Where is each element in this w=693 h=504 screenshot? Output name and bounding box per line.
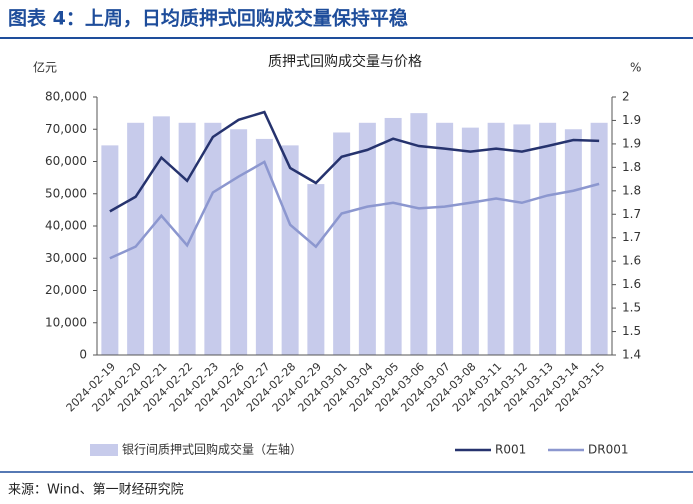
y-tick-label: 10,000 — [45, 315, 87, 329]
header-title: 图表 4：上周，日均质押式回购成交量保持平稳 — [8, 7, 408, 30]
y2-tick-label: 1.7 — [622, 207, 641, 221]
bar — [333, 132, 351, 355]
bar — [539, 122, 557, 355]
legend-label: DR001 — [588, 443, 628, 457]
y2-tick-label: 1.8 — [622, 183, 641, 197]
bar — [230, 129, 248, 355]
y-tick-label: 80,000 — [45, 90, 87, 104]
line — [109, 110, 600, 213]
legend-swatch — [90, 444, 118, 456]
chart-title: 质押式回购成交量与价格 — [268, 53, 422, 70]
y2-tick-label: 1.5 — [622, 324, 641, 338]
y2-tick-label: 1.6 — [622, 277, 641, 291]
bar — [487, 122, 505, 355]
bar — [204, 122, 222, 355]
y-tick-label: 70,000 — [45, 122, 87, 136]
bar — [307, 184, 325, 355]
y-tick-label: 0 — [79, 348, 87, 362]
bar — [590, 122, 608, 355]
bar — [513, 124, 531, 355]
bar — [358, 122, 376, 355]
y2-tick-label: 1.9 — [622, 136, 641, 150]
bar — [152, 116, 170, 355]
y2-axis-label: % — [630, 61, 641, 75]
bar — [410, 113, 428, 355]
line — [109, 160, 600, 260]
y-tick-label: 40,000 — [45, 219, 87, 233]
y-tick-label: 20,000 — [45, 283, 87, 297]
y2-tick-label: 1.7 — [622, 230, 641, 244]
bar — [384, 117, 402, 356]
bar — [461, 127, 479, 355]
y-tick-label: 30,000 — [45, 251, 87, 265]
y2-tick-label: 1.9 — [622, 113, 641, 127]
bar — [178, 122, 196, 355]
y2-tick-label: 1.6 — [622, 254, 641, 268]
y-axis-label: 亿元 — [33, 60, 57, 75]
y2-tick-label: 1.4 — [622, 348, 641, 362]
footer-source: 来源：Wind、第一财经研究院 — [8, 483, 184, 498]
bar — [281, 145, 299, 355]
legend-label: 银行间质押式回购成交量（左轴） — [122, 442, 302, 457]
bar — [127, 122, 145, 355]
bar — [436, 122, 454, 355]
bar — [564, 129, 582, 355]
y2-tick-label: 2 — [622, 90, 630, 104]
y-tick-label: 50,000 — [45, 186, 87, 200]
bar — [255, 138, 273, 355]
bar — [101, 145, 119, 355]
legend-label: R001 — [495, 443, 526, 457]
y-tick-label: 60,000 — [45, 154, 87, 168]
y2-tick-label: 1.8 — [622, 160, 641, 174]
y2-tick-label: 1.5 — [622, 301, 641, 315]
